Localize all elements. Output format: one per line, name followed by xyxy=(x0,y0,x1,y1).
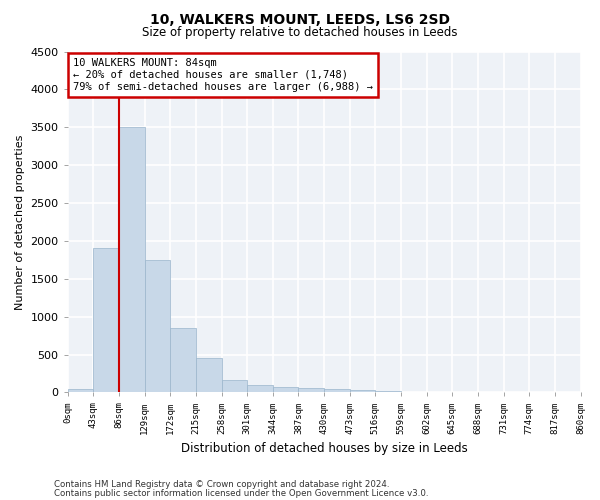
Bar xyxy=(324,390,350,392)
Text: 10, WALKERS MOUNT, LEEDS, LS6 2SD: 10, WALKERS MOUNT, LEEDS, LS6 2SD xyxy=(150,12,450,26)
Bar xyxy=(350,390,376,392)
Text: Size of property relative to detached houses in Leeds: Size of property relative to detached ho… xyxy=(142,26,458,39)
Bar xyxy=(94,248,119,392)
Bar xyxy=(221,380,247,392)
Text: Contains HM Land Registry data © Crown copyright and database right 2024.: Contains HM Land Registry data © Crown c… xyxy=(54,480,389,489)
X-axis label: Distribution of detached houses by size in Leeds: Distribution of detached houses by size … xyxy=(181,442,467,455)
Y-axis label: Number of detached properties: Number of detached properties xyxy=(15,134,25,310)
Text: 10 WALKERS MOUNT: 84sqm
← 20% of detached houses are smaller (1,748)
79% of semi: 10 WALKERS MOUNT: 84sqm ← 20% of detache… xyxy=(73,58,373,92)
Bar xyxy=(196,358,221,392)
Bar xyxy=(145,260,170,392)
Bar xyxy=(68,388,94,392)
Bar xyxy=(298,388,324,392)
Bar xyxy=(247,385,273,392)
Bar xyxy=(273,386,298,392)
Text: Contains public sector information licensed under the Open Government Licence v3: Contains public sector information licen… xyxy=(54,488,428,498)
Bar xyxy=(119,128,145,392)
Bar xyxy=(170,328,196,392)
